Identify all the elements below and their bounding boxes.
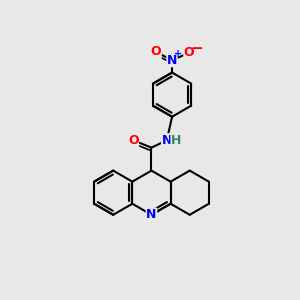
Text: O: O bbox=[151, 45, 161, 58]
Text: N: N bbox=[167, 54, 177, 67]
Text: H: H bbox=[171, 134, 181, 147]
Text: N: N bbox=[162, 134, 172, 147]
Text: N: N bbox=[146, 208, 157, 221]
Text: O: O bbox=[128, 134, 139, 147]
Text: +: + bbox=[174, 49, 182, 59]
Text: O: O bbox=[184, 46, 194, 59]
Text: −: − bbox=[191, 41, 203, 56]
